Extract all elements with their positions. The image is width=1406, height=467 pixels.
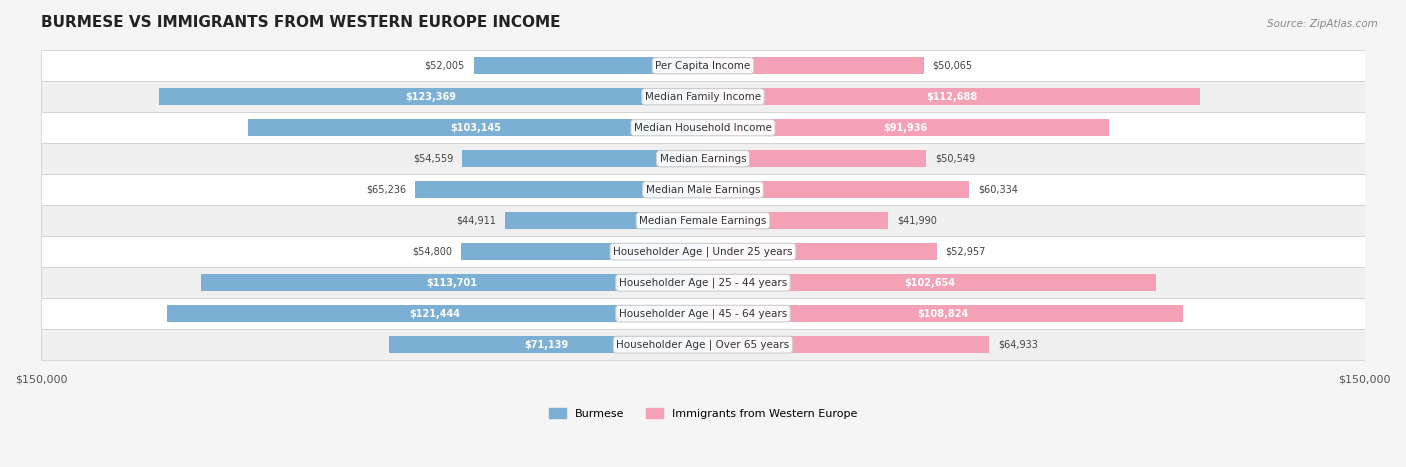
Bar — [703, 88, 1201, 105]
FancyBboxPatch shape — [41, 143, 1365, 174]
Text: Median Earnings: Median Earnings — [659, 154, 747, 164]
Text: Source: ZipAtlas.com: Source: ZipAtlas.com — [1267, 19, 1378, 28]
Bar — [247, 119, 703, 136]
Text: Median Household Income: Median Household Income — [634, 123, 772, 133]
FancyBboxPatch shape — [41, 50, 1365, 81]
Text: $103,145: $103,145 — [450, 123, 501, 133]
Text: Per Capita Income: Per Capita Income — [655, 61, 751, 71]
Bar — [167, 305, 703, 322]
Text: $50,549: $50,549 — [935, 154, 974, 164]
Bar — [159, 88, 703, 105]
Text: $52,005: $52,005 — [425, 61, 465, 71]
Text: $113,701: $113,701 — [426, 278, 478, 288]
Text: Median Female Earnings: Median Female Earnings — [640, 216, 766, 226]
Text: $71,139: $71,139 — [524, 340, 568, 350]
FancyBboxPatch shape — [41, 329, 1365, 360]
Text: Median Male Earnings: Median Male Earnings — [645, 184, 761, 195]
Text: Householder Age | 25 - 44 years: Householder Age | 25 - 44 years — [619, 277, 787, 288]
Text: $64,933: $64,933 — [998, 340, 1038, 350]
Bar — [201, 274, 703, 291]
Legend: Burmese, Immigrants from Western Europe: Burmese, Immigrants from Western Europe — [544, 403, 862, 423]
Text: $102,654: $102,654 — [904, 278, 955, 288]
Text: $41,990: $41,990 — [897, 216, 936, 226]
FancyBboxPatch shape — [41, 112, 1365, 143]
Bar — [703, 305, 1182, 322]
Text: $108,824: $108,824 — [918, 309, 969, 318]
Bar — [474, 57, 703, 74]
Text: $52,957: $52,957 — [945, 247, 986, 257]
Bar — [463, 150, 703, 167]
Text: $65,236: $65,236 — [366, 184, 406, 195]
Bar — [703, 150, 927, 167]
Text: $121,444: $121,444 — [409, 309, 461, 318]
Text: $54,800: $54,800 — [412, 247, 453, 257]
Bar — [703, 212, 889, 229]
Text: $54,559: $54,559 — [413, 154, 454, 164]
Text: BURMESE VS IMMIGRANTS FROM WESTERN EUROPE INCOME: BURMESE VS IMMIGRANTS FROM WESTERN EUROP… — [41, 15, 561, 30]
Text: $50,065: $50,065 — [932, 61, 973, 71]
Text: $91,936: $91,936 — [883, 123, 928, 133]
Bar — [415, 181, 703, 198]
FancyBboxPatch shape — [41, 174, 1365, 205]
Bar — [389, 336, 703, 353]
FancyBboxPatch shape — [41, 81, 1365, 112]
Text: $44,911: $44,911 — [456, 216, 496, 226]
Bar — [703, 274, 1156, 291]
Text: Householder Age | Under 25 years: Householder Age | Under 25 years — [613, 247, 793, 257]
Bar — [703, 336, 990, 353]
FancyBboxPatch shape — [41, 267, 1365, 298]
Bar — [703, 57, 924, 74]
Text: Median Family Income: Median Family Income — [645, 92, 761, 102]
Bar — [505, 212, 703, 229]
FancyBboxPatch shape — [41, 236, 1365, 267]
FancyBboxPatch shape — [41, 298, 1365, 329]
Bar — [703, 243, 936, 260]
Text: $60,334: $60,334 — [979, 184, 1018, 195]
Text: $123,369: $123,369 — [405, 92, 457, 102]
Bar — [703, 181, 969, 198]
Text: Householder Age | 45 - 64 years: Householder Age | 45 - 64 years — [619, 308, 787, 319]
Text: Householder Age | Over 65 years: Householder Age | Over 65 years — [616, 340, 790, 350]
Bar — [703, 119, 1108, 136]
Text: $112,688: $112,688 — [927, 92, 977, 102]
FancyBboxPatch shape — [41, 205, 1365, 236]
Bar — [461, 243, 703, 260]
